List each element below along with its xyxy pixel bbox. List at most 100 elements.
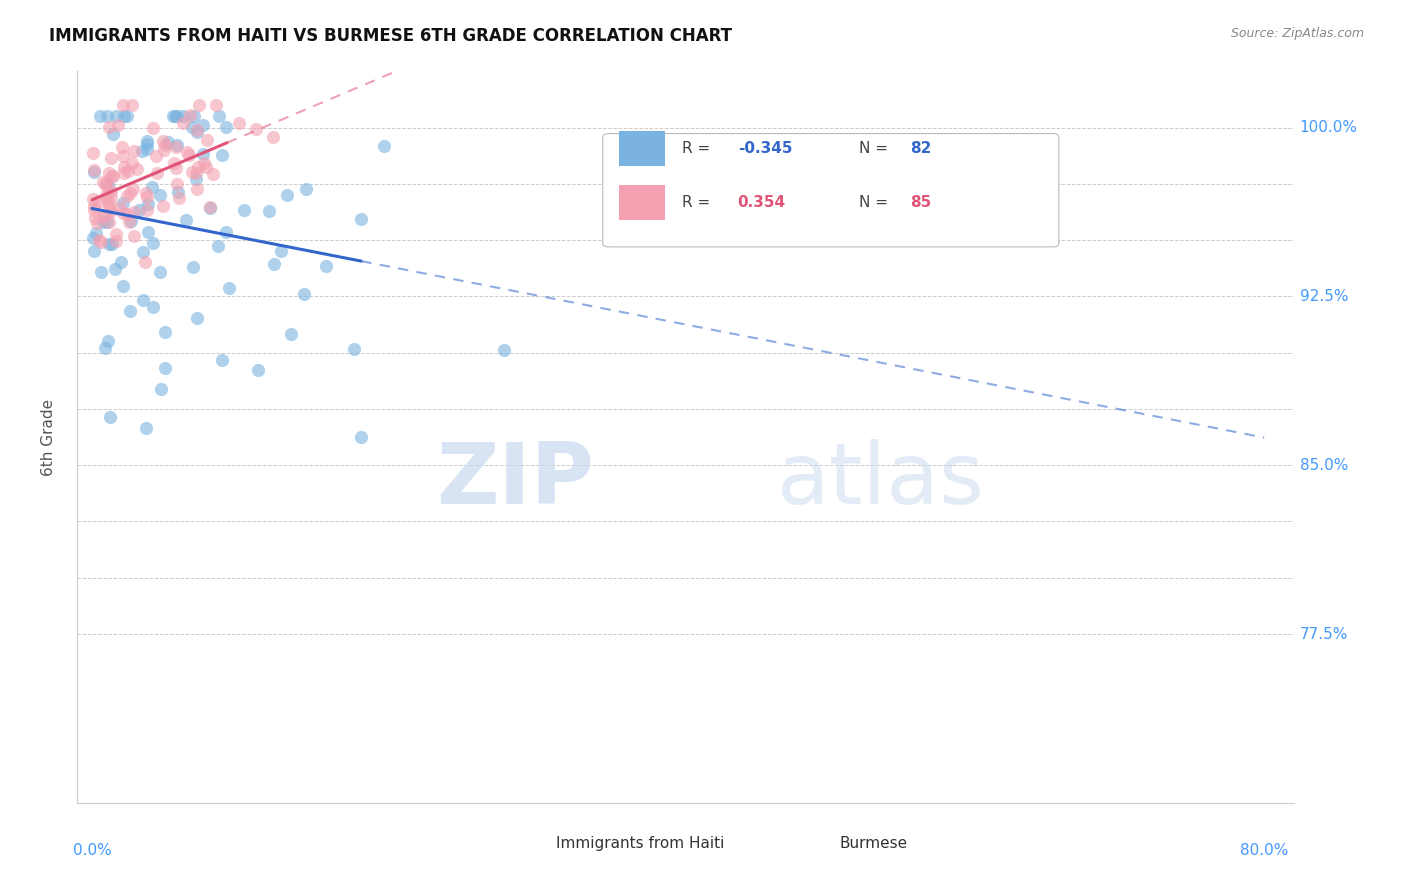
- Point: [142, 236, 165, 251]
- Point: [165, 161, 187, 176]
- Point: [172, 115, 194, 129]
- Point: [187, 160, 209, 174]
- Y-axis label: 6th Grade: 6th Grade: [42, 399, 56, 475]
- Point: [156, 136, 179, 150]
- Point: [96, 191, 118, 205]
- Text: 82: 82: [911, 142, 932, 156]
- Point: [180, 165, 202, 179]
- Point: [166, 137, 188, 152]
- Point: [120, 303, 142, 318]
- Point: [215, 225, 238, 239]
- Point: [191, 118, 214, 132]
- Text: Source: ZipAtlas.com: Source: ZipAtlas.com: [1230, 27, 1364, 40]
- Point: [100, 204, 122, 219]
- Point: [280, 327, 302, 342]
- Text: N =: N =: [859, 142, 893, 156]
- Point: [96, 215, 118, 229]
- Point: [263, 256, 285, 270]
- Point: [118, 215, 141, 229]
- Point: [82, 231, 104, 245]
- Point: [98, 201, 121, 215]
- Point: [101, 127, 124, 141]
- Point: [174, 213, 197, 227]
- Point: [89, 109, 111, 123]
- Point: [208, 109, 231, 123]
- Point: [233, 203, 256, 218]
- Point: [122, 204, 145, 219]
- Point: [94, 208, 117, 222]
- Point: [89, 233, 111, 247]
- Point: [245, 122, 267, 136]
- Point: [181, 260, 204, 274]
- Point: [166, 109, 188, 123]
- Text: 0.354: 0.354: [738, 194, 786, 210]
- Point: [89, 194, 111, 208]
- Point: [97, 236, 120, 251]
- Point: [215, 120, 238, 134]
- Point: [186, 311, 208, 326]
- Point: [83, 244, 105, 259]
- Point: [105, 234, 128, 248]
- Point: [183, 109, 205, 123]
- Point: [120, 213, 142, 227]
- Point: [207, 238, 229, 252]
- Text: Burmese: Burmese: [839, 836, 908, 851]
- Point: [97, 166, 120, 180]
- Point: [121, 156, 143, 170]
- Point: [176, 145, 198, 160]
- Text: 80.0%: 80.0%: [1240, 843, 1288, 858]
- Text: 77.5%: 77.5%: [1299, 626, 1348, 641]
- Bar: [794, 832, 821, 854]
- Point: [276, 188, 298, 202]
- Point: [91, 209, 114, 223]
- Point: [152, 199, 174, 213]
- Point: [86, 216, 108, 230]
- Point: [115, 207, 138, 221]
- Point: [136, 142, 159, 156]
- Point: [228, 116, 250, 130]
- FancyBboxPatch shape: [603, 134, 1059, 247]
- Point: [315, 259, 337, 273]
- Point: [112, 160, 135, 174]
- Point: [141, 180, 163, 194]
- Point: [110, 200, 132, 214]
- Point: [83, 163, 105, 178]
- Point: [295, 182, 318, 196]
- Point: [131, 145, 153, 159]
- Point: [136, 189, 159, 203]
- Point: [197, 133, 219, 147]
- Point: [82, 192, 104, 206]
- Point: [122, 228, 145, 243]
- Point: [96, 109, 118, 123]
- Point: [195, 161, 218, 175]
- Text: 100.0%: 100.0%: [1299, 120, 1358, 135]
- Text: 0.0%: 0.0%: [73, 843, 111, 858]
- Point: [179, 148, 201, 162]
- Text: R =: R =: [682, 194, 720, 210]
- Point: [98, 215, 121, 229]
- Text: N =: N =: [859, 194, 893, 210]
- Point: [107, 118, 129, 132]
- Point: [167, 192, 190, 206]
- Point: [246, 363, 269, 377]
- Point: [112, 166, 135, 180]
- Point: [82, 145, 104, 160]
- Point: [101, 169, 124, 183]
- Point: [211, 148, 233, 162]
- Point: [83, 199, 105, 213]
- Text: 85.0%: 85.0%: [1299, 458, 1348, 473]
- Point: [100, 152, 122, 166]
- Point: [91, 175, 114, 189]
- Text: 85: 85: [911, 194, 932, 210]
- Point: [132, 293, 155, 307]
- Point: [97, 178, 120, 192]
- Point: [112, 109, 135, 123]
- Point: [138, 225, 160, 239]
- Point: [135, 203, 157, 218]
- Text: ZIP: ZIP: [436, 440, 595, 523]
- Text: Immigrants from Haiti: Immigrants from Haiti: [557, 836, 724, 851]
- Point: [193, 156, 215, 170]
- Point: [134, 255, 156, 269]
- Point: [262, 130, 284, 145]
- Point: [135, 421, 157, 435]
